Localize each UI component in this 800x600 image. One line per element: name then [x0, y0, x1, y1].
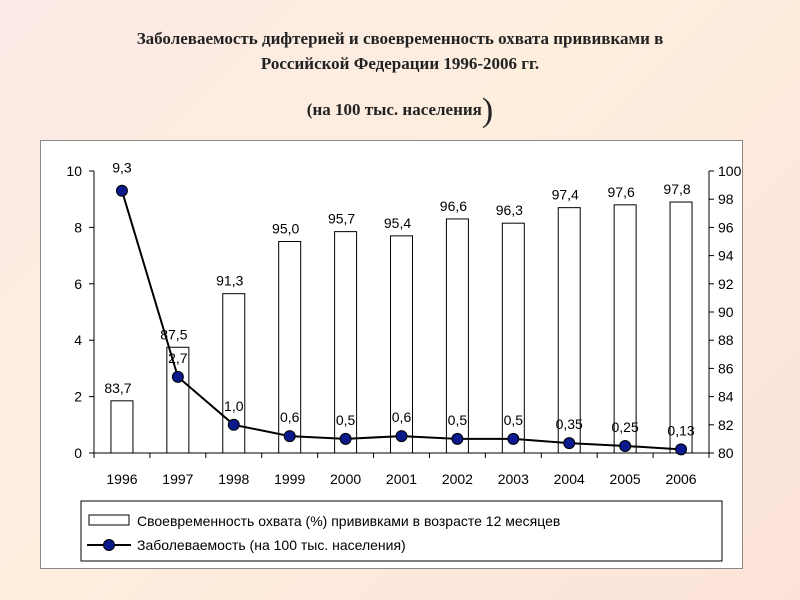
bar [501, 222, 525, 454]
line-value-label: 0,13 [667, 422, 694, 438]
bar-value-label: 97,4 [552, 187, 579, 203]
line-value-label: 2,7 [168, 350, 188, 366]
left-tick-label: 0 [74, 445, 82, 461]
line-point [283, 430, 296, 443]
bar [166, 346, 190, 454]
bar-value-label: 95,7 [328, 211, 355, 227]
line-point [171, 370, 184, 383]
line-value-label: 0,5 [504, 412, 524, 428]
bar-value-label: 83,7 [104, 380, 131, 396]
line-value-label: 0,25 [612, 419, 639, 435]
bar-value-label: 97,8 [663, 181, 690, 197]
x-tick-label: 1996 [106, 471, 137, 487]
legend-line-marker [103, 539, 115, 551]
title-line-2: Российской Федерации 1996-2006 гг. [260, 54, 540, 73]
bar [557, 207, 581, 454]
x-tick-label: 2003 [498, 471, 529, 487]
bar-value-label: 95,0 [272, 221, 299, 237]
x-tick-label: 2001 [386, 471, 417, 487]
right-tick-label: 84 [718, 389, 734, 405]
left-tick-label: 2 [74, 389, 82, 405]
bar-value-label: 96,3 [496, 202, 523, 218]
chart-svg: 0 2 4 6 8 10 80 82 84 86 88 90 92 94 96 98 100 1996 1997 19… [66, 160, 742, 562]
right-tick-label: 94 [718, 248, 734, 264]
left-tick-label: 4 [74, 332, 82, 348]
right-tick-label: 86 [718, 360, 734, 376]
subtitle-text: (на 100 тыс. населения [306, 100, 482, 119]
left-tick-label: 8 [74, 219, 82, 235]
bar [669, 201, 693, 454]
bar [390, 235, 413, 454]
line-value-label: 0,6 [280, 409, 300, 425]
bar [445, 218, 469, 454]
x-tick-label: 2006 [665, 471, 696, 487]
x-tick-label: 2002 [442, 471, 473, 487]
x-tick-label: 2005 [610, 471, 641, 487]
line-value-label: 9,3 [112, 160, 132, 176]
x-tick-label: 1998 [218, 471, 249, 487]
x-tick-label: 1997 [162, 471, 193, 487]
bar-value-label: 97,6 [608, 184, 635, 200]
right-tick-label: 100 [718, 163, 742, 179]
line-point [675, 443, 688, 456]
right-tick-label: 92 [718, 276, 734, 292]
line-point [395, 430, 408, 443]
bar [278, 241, 302, 454]
line-value-label: 0,35 [556, 416, 583, 432]
line-point [339, 432, 352, 445]
x-tick-label: 2000 [330, 471, 361, 487]
legend-bar-swatch [88, 514, 130, 526]
right-tick-label: 96 [718, 219, 734, 235]
bar-value-label: 91,3 [216, 273, 243, 289]
line-point [227, 418, 240, 431]
title-line-1: Заболеваемость дифтерией и своевременнос… [136, 29, 664, 48]
right-tick-label: 82 [718, 417, 734, 433]
bar-value-label: 96,6 [440, 198, 467, 214]
legend-line-label: Заболеваемость (на 100 тыс. населения) [137, 537, 406, 553]
bar [222, 293, 246, 454]
bar [334, 231, 358, 454]
left-tick-label: 6 [74, 276, 82, 292]
line-value-label: 0,6 [392, 409, 412, 425]
right-tick-label: 90 [718, 304, 734, 320]
chart-panel: 0 2 4 6 8 10 80 82 84 86 88 90 92 94 96 98 100 1996 1997 19… [40, 140, 743, 569]
line-point [451, 432, 464, 445]
bar-value-label: 95,4 [384, 215, 411, 231]
line-point [115, 184, 128, 197]
bar [613, 204, 637, 454]
line-point [563, 437, 576, 450]
subtitle-paren: ) [481, 92, 494, 129]
right-tick-label: 98 [718, 191, 734, 207]
chart-title: Заболеваемость дифтерией и своевременнос… [40, 26, 760, 76]
left-tick-label: 10 [66, 163, 82, 179]
legend-box [80, 500, 723, 562]
right-tick-label: 88 [718, 332, 734, 348]
line-value-label: 0,5 [336, 412, 356, 428]
line-point [507, 432, 520, 445]
line-value-label: 0,5 [448, 412, 468, 428]
line-value-label: 1,0 [224, 398, 244, 414]
line-point [619, 439, 632, 452]
bar [110, 400, 134, 454]
right-tick-label: 80 [718, 445, 734, 461]
legend-bar-label: Своевременность охвата (%) прививками в … [137, 513, 560, 529]
chart-subtitle: (на 100 тыс. населения) [200, 92, 600, 130]
x-tick-label: 1999 [274, 471, 305, 487]
x-tick-label: 2004 [554, 471, 585, 487]
